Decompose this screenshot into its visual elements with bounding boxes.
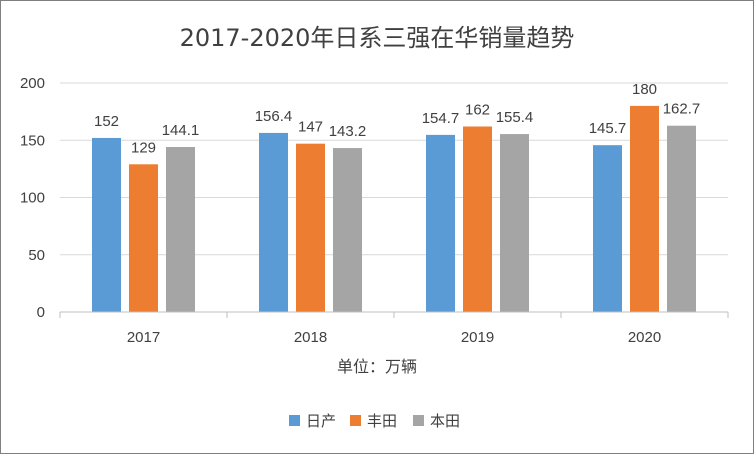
- bar-2020-本田: [667, 125, 696, 313]
- data-label: 154.7: [422, 110, 460, 127]
- data-label: 152: [94, 113, 119, 130]
- bar-2017-丰田: [129, 164, 158, 312]
- y-tick-label: 0: [37, 304, 45, 321]
- x-axis-label: 单位：万辆: [337, 357, 417, 376]
- chart-title: 2017-2020年日系三强在华销量趋势: [180, 24, 575, 52]
- data-label: 156.4: [255, 108, 293, 125]
- bar-2020-日产: [593, 145, 622, 312]
- bar-2017-日产: [92, 137, 121, 312]
- data-label: 155.4: [496, 109, 534, 126]
- bar-2017-本田: [166, 147, 195, 312]
- bar-2018-日产: [259, 132, 288, 312]
- x-axis: [59, 311, 729, 318]
- gridlines: [60, 82, 728, 256]
- bars: [92, 105, 696, 313]
- x-tick-label: 2019: [461, 329, 494, 346]
- bar-2019-丰田: [463, 126, 492, 312]
- data-label: 162.7: [663, 101, 701, 118]
- y-tick-label: 200: [20, 75, 45, 92]
- x-tick-label: 2017: [127, 329, 160, 346]
- legend-swatch-丰田: [350, 415, 361, 426]
- y-tick-label: 100: [20, 190, 45, 207]
- data-label: 162: [465, 102, 490, 119]
- legend-swatch-本田: [413, 415, 424, 426]
- legend: 日产 丰田 本田: [289, 412, 460, 430]
- legend-label: 丰田: [367, 412, 397, 430]
- data-label: 143.2: [329, 123, 367, 140]
- y-axis-ticks: 0 50 100 150 200: [20, 75, 45, 321]
- bar-2019-日产: [426, 134, 455, 312]
- data-label: 180: [632, 81, 657, 98]
- data-label: 147: [298, 119, 323, 136]
- data-label: 144.1: [162, 122, 200, 139]
- bar-2018-本田: [333, 148, 362, 312]
- legend-label: 本田: [430, 412, 460, 430]
- bar-2019-本田: [500, 134, 529, 312]
- x-tick-label: 2018: [294, 329, 327, 346]
- x-tick-label: 2020: [628, 329, 661, 346]
- x-axis-ticks: 2017 2018 2019 2020: [127, 329, 661, 346]
- legend-label: 日产: [306, 412, 336, 430]
- y-tick-label: 150: [20, 132, 45, 149]
- legend-swatch-日产: [289, 415, 300, 426]
- data-labels: 152 129 144.1 156.4 147 143.2 154.7 162 155.4 145…: [94, 81, 700, 156]
- data-label: 145.7: [589, 120, 627, 137]
- data-label: 129: [131, 139, 156, 156]
- bar-2018-丰田: [296, 143, 325, 312]
- bar-2020-丰田: [630, 105, 659, 313]
- y-tick-label: 50: [28, 247, 45, 264]
